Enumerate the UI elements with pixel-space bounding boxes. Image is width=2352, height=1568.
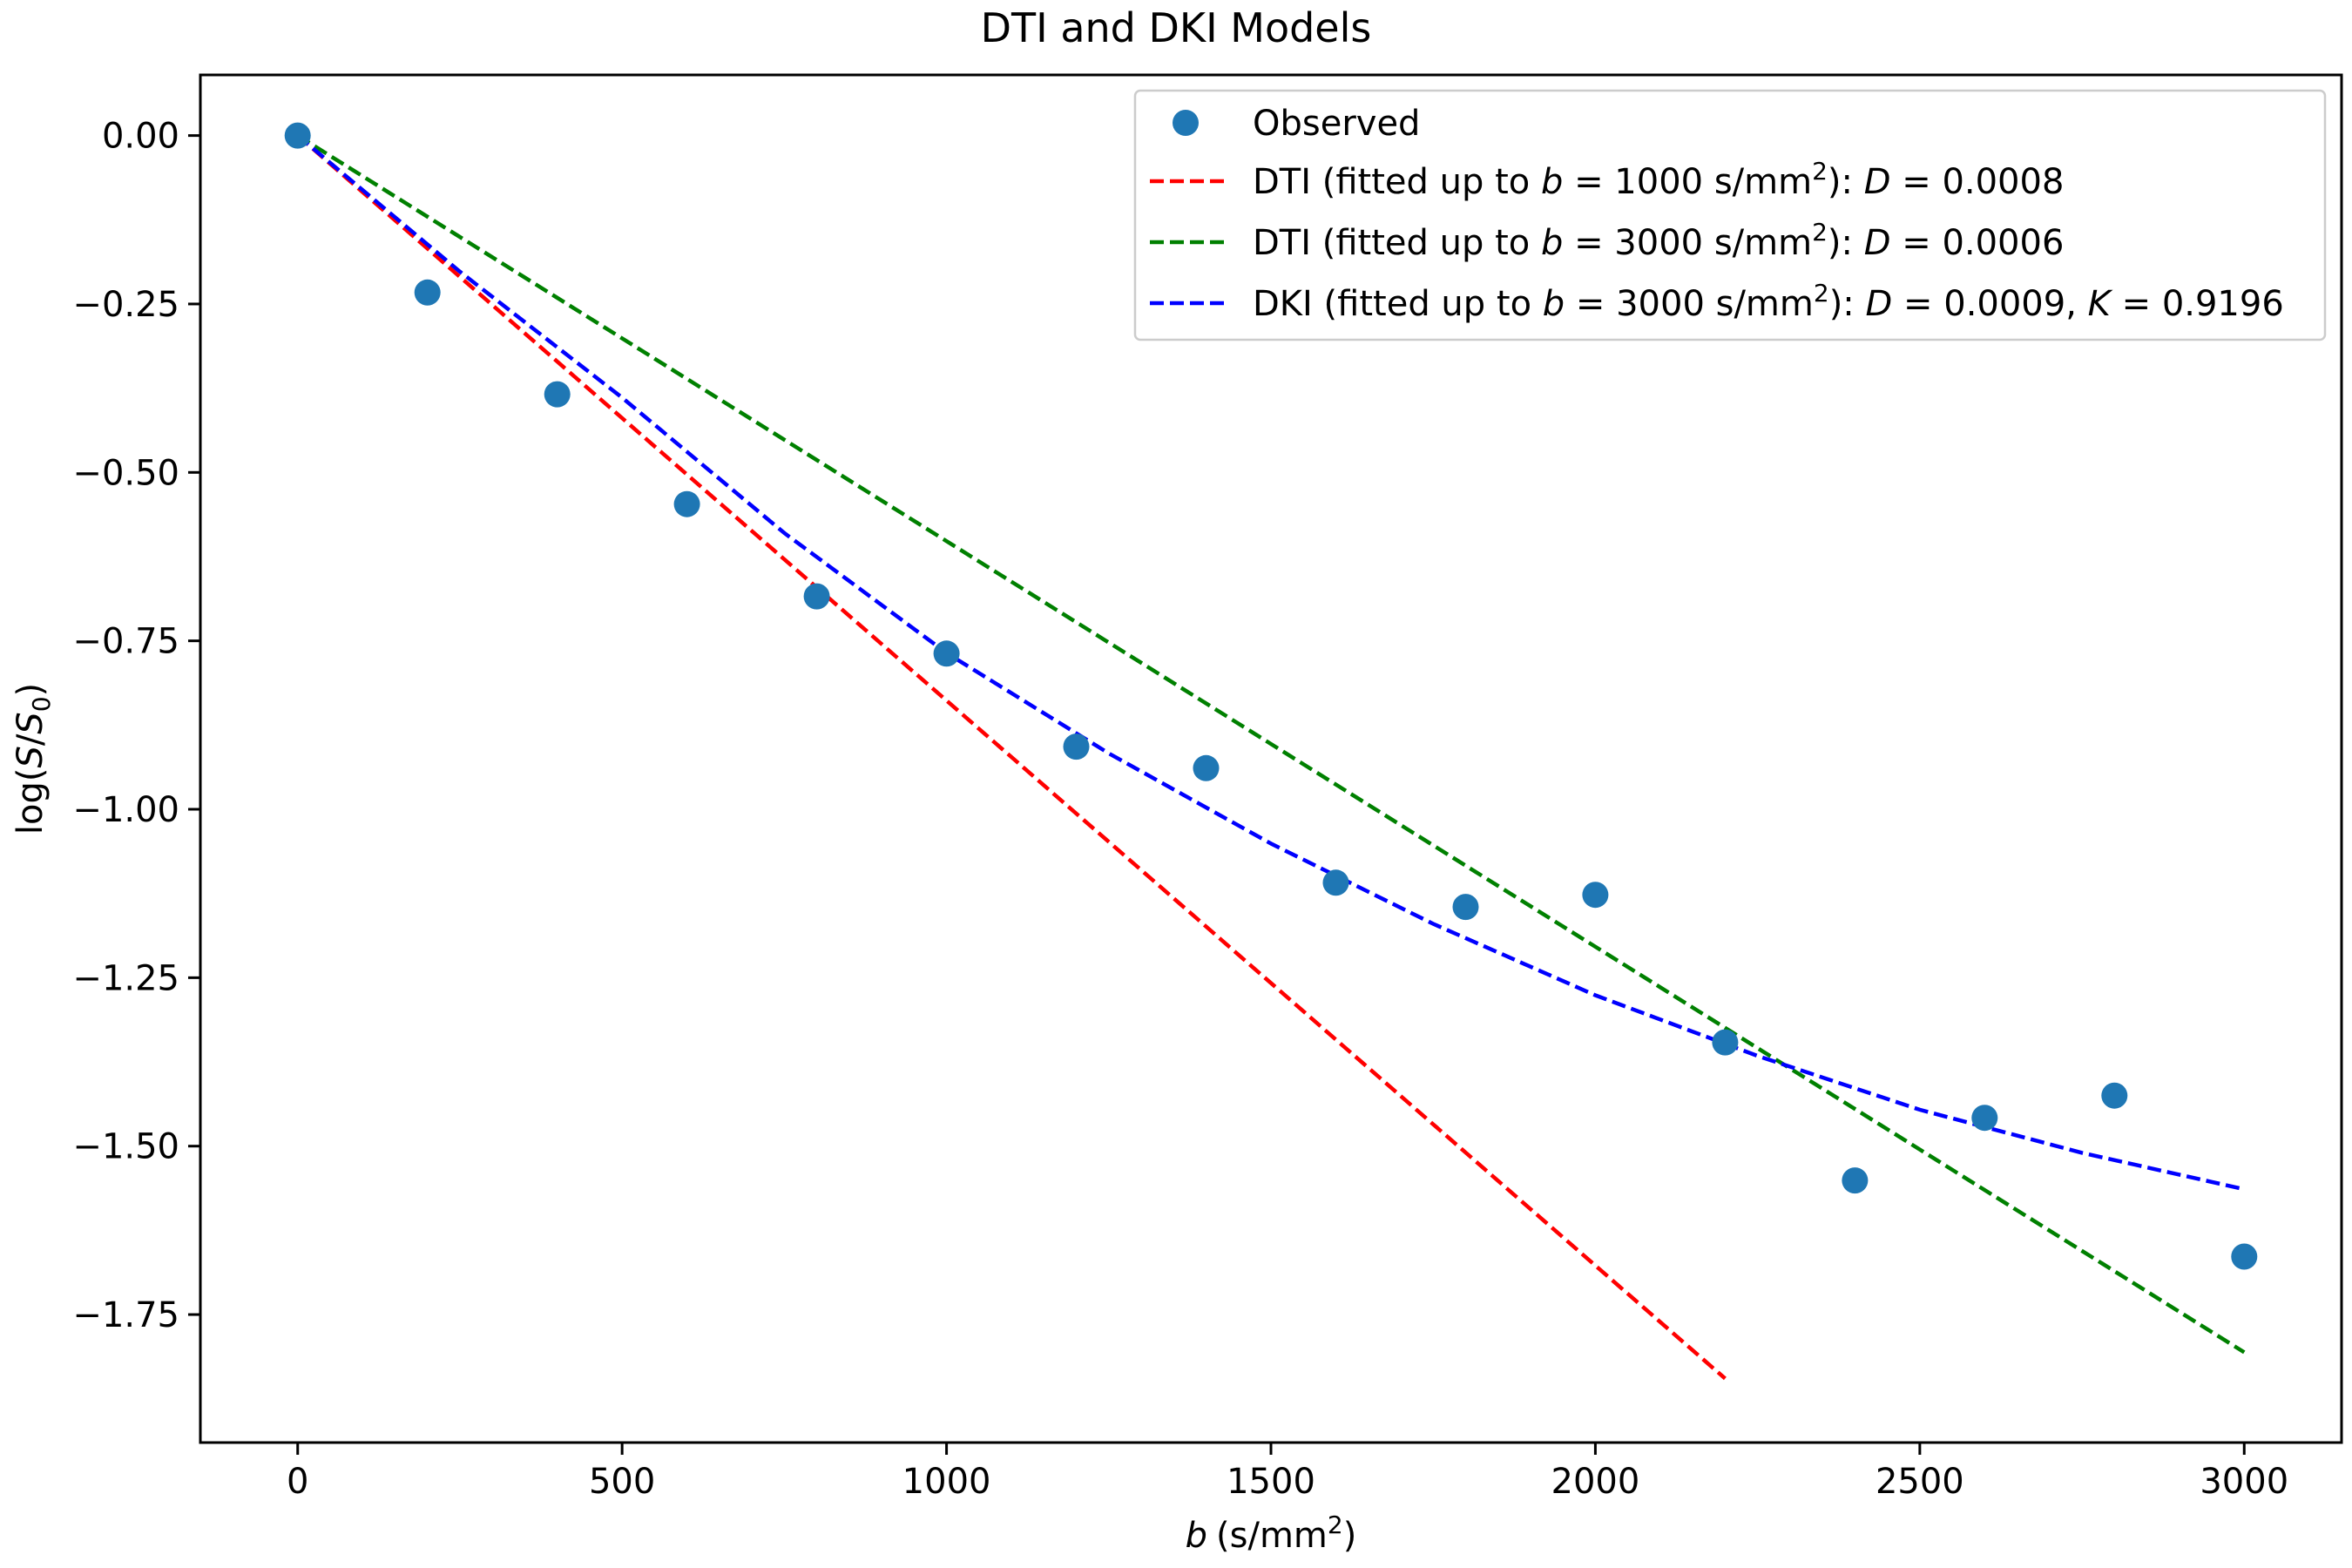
y-axis-label: log(S/S0) (10, 683, 56, 835)
y-tick-label: −0.50 (72, 453, 179, 493)
legend-dti-3000-exp: 2 (1812, 218, 1828, 247)
x-tick-label: 1000 (902, 1462, 991, 1502)
observed-point (2101, 1082, 2128, 1109)
y-axis-label-den-sub: 0 (27, 696, 56, 712)
x-axis-label-unit-exp: 2 (1328, 1511, 1343, 1539)
x-tick-label: 2000 (1551, 1462, 1640, 1502)
observed-point (1193, 754, 1220, 781)
legend-dti-3000-var: b (1541, 223, 1563, 263)
observed-point (1971, 1105, 1998, 1132)
y-tick-label: −1.50 (72, 1127, 179, 1167)
legend-dti-1000-var: b (1541, 162, 1563, 202)
y-tick-label: −1.25 (72, 958, 179, 998)
observed-point (933, 640, 960, 667)
legend-dti-1000-pre: DTI (fitted up to (1253, 162, 1541, 202)
legend-dki-3000-exp: 2 (1814, 279, 1829, 308)
legend-dti-3000-pre: DTI (fitted up to (1253, 223, 1541, 263)
legend-label-dti-1000: DTI (fitted up to b = 1000 s/mm2): D = 0… (1253, 157, 2064, 202)
series-line-1 (296, 133, 2246, 1355)
observed-point (673, 490, 700, 517)
observed-point (1712, 1029, 1739, 1056)
series-layer (284, 122, 2258, 1381)
legend-marker-observed (1173, 110, 1199, 136)
plot-frame (199, 73, 2343, 1444)
legend-dki-3000-v2: = 0.9196 (2111, 284, 2284, 324)
legend-dti-1000-mid: = 1000 s/mm (1563, 162, 1812, 202)
observed-point (284, 122, 311, 149)
y-tick-label: −1.00 (72, 790, 179, 830)
legend-label-dki-3000: DKI (fitted up to b = 3000 s/mm2): D = 0… (1253, 279, 2284, 324)
legend-dki-3000-pre: DKI (fitted up to (1253, 284, 1543, 324)
observed-point (1842, 1167, 1869, 1194)
y-axis-label-prefix: log( (10, 768, 51, 835)
legend-dti-3000-mid: = 3000 s/mm (1563, 223, 1812, 263)
legend-dti-1000-v1: = 0.0008 (1891, 162, 2065, 202)
legend-dki-3000-var: b (1543, 284, 1565, 324)
legend-label-dti-3000: DTI (fitted up to b = 3000 s/mm2): D = 0… (1253, 218, 2064, 263)
y-axis-ticks: 0.00 −0.25 −0.50 −0.75 −1.00 −1.25 −1.50 −1.75 (72, 117, 200, 1335)
observed-point (1452, 894, 1479, 921)
y-tick-label: −0.75 (72, 622, 179, 662)
y-axis-label-num: S (10, 746, 51, 767)
legend-dti-1000-p1: D (1864, 162, 1891, 202)
x-axis-ticks: 0 500 1000 1500 2000 2500 3000 (287, 1443, 2288, 1502)
x-tick-label: 1500 (1227, 1462, 1315, 1502)
x-tick-label: 500 (589, 1462, 655, 1502)
y-tick-label: −0.25 (72, 285, 179, 325)
series-line-2 (296, 133, 2245, 1192)
y-tick-label: −1.75 (72, 1295, 179, 1335)
legend-box (1133, 89, 2327, 341)
legend-dki-3000-mid: = 3000 s/mm (1565, 284, 1814, 324)
x-tick-label: 0 (287, 1462, 308, 1502)
legend-dki-3000-p2: K (2088, 284, 2113, 324)
legend-dti-1000-post: ): (1828, 162, 1864, 202)
observed-point (803, 583, 830, 610)
chart-title: DTI and DKI Models (981, 4, 1372, 51)
observed-point (1322, 869, 1349, 896)
x-axis-label-unit: (s/mm (1216, 1516, 1328, 1556)
legend-dki-3000-v1: = 0.0009, (1892, 284, 2087, 324)
x-axis-label-unit-close: ) (1343, 1516, 1357, 1556)
legend-dti-3000-p1: D (1864, 223, 1891, 263)
observed-point (2231, 1243, 2258, 1270)
legend: Observed DTI (fitted up to b = 1000 s/mm… (1133, 89, 2327, 341)
legend-dti-1000-exp: 2 (1812, 157, 1828, 186)
x-axis-label-var: b (1186, 1516, 1207, 1556)
x-axis-label: b (s/mm2) (1186, 1511, 1357, 1556)
legend-label-observed: Observed (1253, 104, 1420, 144)
y-axis-label-den: S (10, 712, 51, 733)
observed-point (1063, 733, 1090, 760)
x-tick-label: 2500 (1876, 1462, 1964, 1502)
observed-point (1582, 882, 1609, 909)
x-tick-label: 3000 (2200, 1462, 2288, 1502)
legend-dki-3000-post: ): (1829, 284, 1866, 324)
series-line-0 (296, 133, 1727, 1381)
y-tick-label: 0.00 (102, 117, 179, 157)
legend-dti-3000-post: ): (1828, 223, 1864, 263)
y-axis-label-suffix: ) (10, 683, 51, 697)
y-axis-label-slash: / (10, 733, 51, 746)
observed-point (544, 381, 571, 408)
legend-dti-3000-v1: = 0.0006 (1891, 223, 2065, 263)
observed-point (414, 279, 441, 306)
legend-dki-3000-p1: D (1865, 284, 1892, 324)
